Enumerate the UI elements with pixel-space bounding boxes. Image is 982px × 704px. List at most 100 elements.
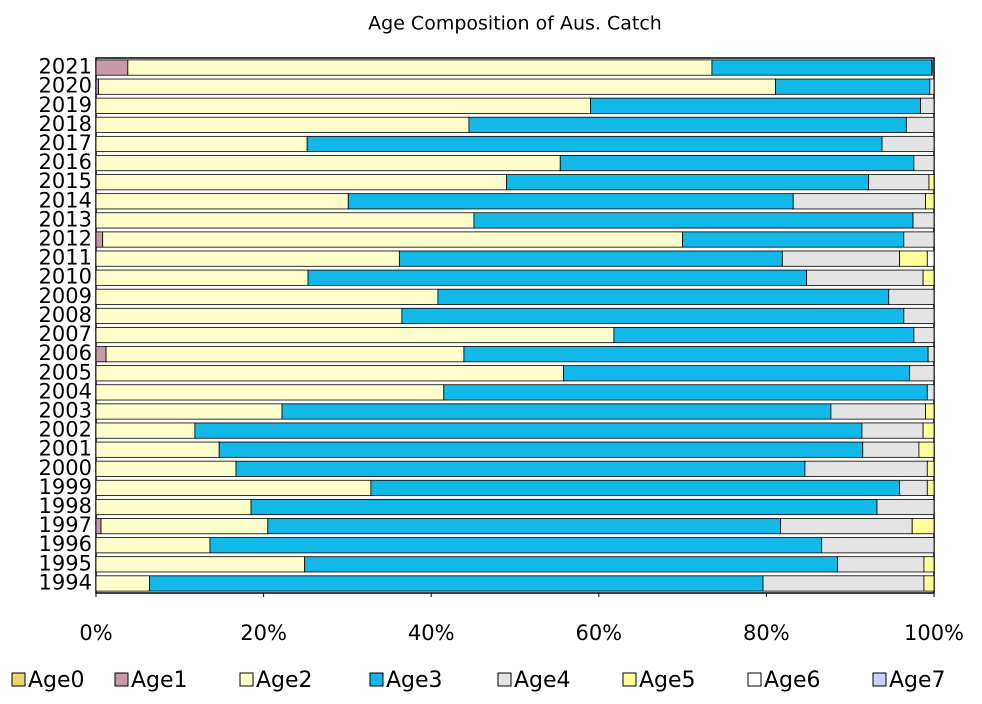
y-tick-label: 1997 bbox=[39, 513, 92, 537]
bar-segment bbox=[762, 575, 925, 592]
x-tick-label: 40% bbox=[408, 621, 455, 645]
bar-segment bbox=[95, 498, 252, 516]
bar-segment bbox=[928, 174, 935, 191]
bar-segment bbox=[613, 327, 915, 344]
y-tick-label: 2016 bbox=[39, 150, 92, 174]
bar-segment bbox=[682, 231, 905, 248]
bar-segment bbox=[95, 460, 237, 477]
bar-segment bbox=[468, 116, 907, 133]
bar-segment bbox=[102, 231, 683, 248]
y-tick-label: 2021 bbox=[39, 55, 92, 79]
y-tick-label: 2000 bbox=[39, 456, 92, 480]
bar-segment bbox=[923, 556, 935, 573]
bar-segment bbox=[95, 365, 565, 382]
bar-segment bbox=[95, 59, 129, 76]
y-tick-label: 2020 bbox=[39, 74, 92, 98]
bar-segment bbox=[95, 250, 400, 267]
bar-segment bbox=[95, 288, 439, 305]
bar-segment bbox=[775, 78, 931, 95]
bar-segment bbox=[590, 97, 921, 114]
bar-segment bbox=[463, 346, 929, 363]
bar-segment bbox=[95, 384, 445, 401]
bar-segment bbox=[105, 346, 465, 363]
bar-segment bbox=[95, 422, 196, 439]
bar-segment bbox=[920, 97, 935, 114]
y-tick-label: 2012 bbox=[39, 227, 92, 251]
legend-swatch bbox=[622, 672, 637, 687]
bar-segment bbox=[267, 518, 782, 535]
legend-label: Age2 bbox=[256, 668, 313, 693]
bar-segment bbox=[304, 556, 839, 573]
legend-label: Age7 bbox=[889, 668, 946, 693]
bar-segment bbox=[912, 212, 935, 229]
bar-segment bbox=[926, 384, 935, 401]
y-tick-label: 2011 bbox=[39, 246, 92, 270]
bar-segment bbox=[95, 116, 470, 133]
x-tick-label: 100% bbox=[904, 621, 964, 645]
bar-segment bbox=[98, 78, 777, 95]
bar-segment bbox=[911, 518, 935, 535]
bar-segment bbox=[926, 460, 935, 477]
y-tick-label: 2006 bbox=[39, 341, 92, 365]
bar-segment bbox=[888, 288, 935, 305]
bar-segment bbox=[918, 441, 935, 458]
legend-swatch bbox=[239, 672, 254, 687]
bar-segment bbox=[307, 269, 808, 286]
bar-segment bbox=[922, 422, 935, 439]
bar-segment bbox=[95, 327, 615, 344]
y-tick-label: 2009 bbox=[39, 284, 92, 308]
bar-segment bbox=[929, 78, 935, 95]
bar-segment bbox=[95, 556, 306, 573]
y-tick-label: 1995 bbox=[39, 551, 92, 575]
bar-segment bbox=[903, 231, 935, 248]
bar-segment bbox=[95, 193, 349, 210]
legend-swatch bbox=[872, 672, 887, 687]
bar-segment bbox=[95, 269, 309, 286]
bar-segment bbox=[806, 269, 924, 286]
bar-segment bbox=[837, 556, 925, 573]
bar-segment bbox=[95, 479, 372, 496]
y-tick-label: 2004 bbox=[39, 379, 92, 403]
bar-segment bbox=[711, 59, 932, 76]
y-tick-label: 2001 bbox=[39, 437, 92, 461]
bar-segment bbox=[923, 575, 935, 592]
y-tick-label: 2007 bbox=[39, 322, 92, 346]
bar-segment bbox=[909, 365, 935, 382]
bar-segment bbox=[443, 384, 928, 401]
bar-segment bbox=[437, 288, 890, 305]
x-tick-label: 20% bbox=[240, 621, 287, 645]
bar-segment bbox=[218, 441, 864, 458]
bar-segment bbox=[899, 250, 928, 267]
y-tick-label: 2014 bbox=[39, 188, 92, 212]
bar-segment bbox=[250, 498, 878, 516]
bar-segment bbox=[559, 155, 915, 172]
legend-label: Age0 bbox=[28, 668, 85, 693]
y-tick-label: 2002 bbox=[39, 418, 92, 442]
bar-segment bbox=[780, 518, 913, 535]
bar-segment bbox=[905, 116, 935, 133]
y-tick-label: 2017 bbox=[39, 131, 92, 155]
bar-segment bbox=[862, 441, 920, 458]
bar-segment bbox=[925, 403, 935, 420]
x-tick-label: 80% bbox=[743, 621, 790, 645]
legend-swatch bbox=[114, 672, 129, 687]
y-tick-label: 2015 bbox=[39, 169, 92, 193]
legend-swatch bbox=[369, 672, 384, 687]
bar-segment bbox=[95, 346, 107, 363]
bar-segment bbox=[913, 327, 935, 344]
bar-segment bbox=[95, 97, 591, 114]
bar-segment bbox=[95, 537, 211, 554]
bar-segment bbox=[781, 250, 901, 267]
y-tick-label: 2003 bbox=[39, 398, 92, 422]
bar-segment bbox=[149, 575, 764, 592]
y-tick-label: 2010 bbox=[39, 265, 92, 289]
bar-segment bbox=[821, 537, 935, 554]
bar-segment bbox=[931, 59, 933, 76]
bar-segment bbox=[235, 460, 806, 477]
bar-segment bbox=[347, 193, 794, 210]
bar-segment bbox=[95, 155, 561, 172]
plot-frame bbox=[95, 57, 935, 594]
legend-label: Age4 bbox=[514, 668, 571, 693]
legend-label: Age3 bbox=[386, 668, 443, 693]
x-tick-label: 60% bbox=[575, 621, 622, 645]
